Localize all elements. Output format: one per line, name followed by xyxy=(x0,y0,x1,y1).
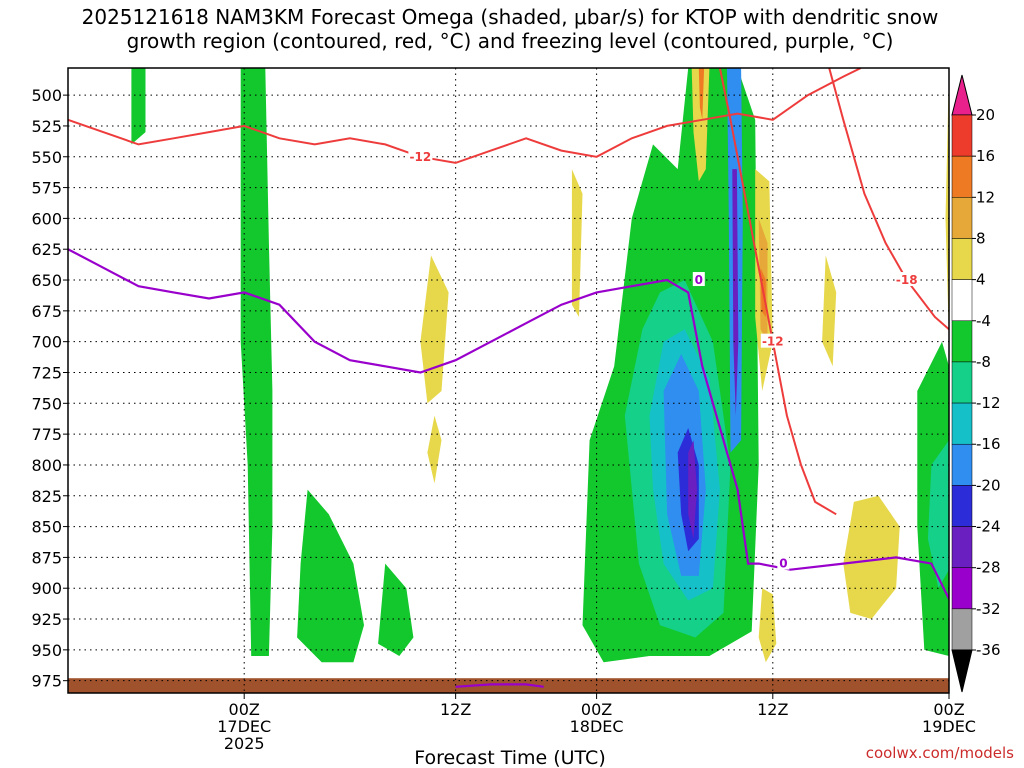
isotherm-label-bg-1 xyxy=(760,333,785,348)
terrain-band xyxy=(68,678,949,693)
x-tick-label-6-0: 12Z xyxy=(440,700,471,719)
omega-region-teal-late xyxy=(927,440,949,589)
x-tick-label-15-0: 12Z xyxy=(757,700,788,719)
x-tick-label-0-0: 00Z xyxy=(229,700,260,719)
freezing-label-bg-1 xyxy=(777,555,790,570)
x-tick-label-0-2: 2025 xyxy=(224,734,265,753)
omega-region-green-early-column xyxy=(240,68,273,656)
x-tick-label-10-0: 00Z xyxy=(581,700,612,719)
colorbar-label--36: -36 xyxy=(976,641,1001,659)
omega-region-yellow-top-a xyxy=(691,68,710,182)
y-tick-label-750: 750 xyxy=(31,394,62,413)
y-tick-label-725: 725 xyxy=(31,363,62,382)
isotherm-label-2: -18 xyxy=(896,273,918,287)
colorbar-seg--16 xyxy=(951,402,973,445)
x-tick-label-20-0: 00Z xyxy=(933,700,964,719)
y-tick-label-625: 625 xyxy=(31,240,62,259)
colorbar-seg--20 xyxy=(951,443,973,486)
colorbar-label-20: 20 xyxy=(976,106,995,124)
y-tick-label-675: 675 xyxy=(31,302,62,321)
isotherm-label-0: -12 xyxy=(410,150,432,164)
omega-region-yellow-late xyxy=(945,68,949,342)
colorbar-seg--32 xyxy=(951,567,973,610)
freezing-level-line xyxy=(68,248,949,602)
omega-region-yellow-small xyxy=(427,415,442,484)
plot-background xyxy=(68,68,949,693)
y-tick-label-975: 975 xyxy=(31,672,62,691)
x-axis-label: Forecast Time (UTC) xyxy=(414,747,605,768)
colorbar-label--32: -32 xyxy=(976,600,1001,618)
credit-text: coolwx.com/models xyxy=(866,744,1014,762)
colorbar: 20 16 12 8 4 -4 -8 -12 -16 -20 -24 -28 -32 -36 xyxy=(951,74,1001,693)
omega-region-green-lower-left xyxy=(297,489,364,663)
colorbar-bottom-arrow xyxy=(951,649,973,693)
colorbar-label--4: -4 xyxy=(976,312,991,330)
x-tick-label-10-1: 18DEC xyxy=(570,717,624,736)
colorbar-label-8: 8 xyxy=(976,229,986,247)
contour-lines: -12 -12 -18 0 0 xyxy=(68,68,949,688)
colorbar-seg-8 xyxy=(951,197,973,239)
y-tick-label-575: 575 xyxy=(31,179,62,198)
omega-region-purple-column xyxy=(732,169,739,416)
freezing-label-1: 0 xyxy=(779,557,787,571)
colorbar-seg-4 xyxy=(951,238,973,280)
y-axis-ticks: 500 525 550 575 600 625 650 675 700 725 750 775 800 8… xyxy=(31,86,68,691)
isotherm-label-bg-0 xyxy=(408,148,433,163)
chart-title-line2: growth region (contoured, red, °C) and f… xyxy=(127,29,894,53)
y-tick-label-925: 925 xyxy=(31,610,62,629)
colorbar-seg--36 xyxy=(951,608,973,651)
y-tick-label-825: 825 xyxy=(31,487,62,506)
y-tick-label-875: 875 xyxy=(31,548,62,567)
omega-region-green-mid-low xyxy=(378,563,414,656)
colorbar-label--24: -24 xyxy=(976,518,1001,536)
colorbar-seg--12 xyxy=(951,361,973,404)
freezing-level-bottom-line xyxy=(455,683,544,688)
colorbar-seg-12 xyxy=(951,155,973,198)
colorbar-label-12: 12 xyxy=(976,188,995,206)
y-tick-label-800: 800 xyxy=(31,456,62,475)
y-tick-label-900: 900 xyxy=(31,579,62,598)
y-tick-label-550: 550 xyxy=(31,148,62,167)
freezing-label-bg-0 xyxy=(692,272,705,287)
y-tick-label-775: 775 xyxy=(31,425,62,444)
colorbar-label--20: -20 xyxy=(976,476,1001,494)
isotherm-label-bg-2 xyxy=(894,272,919,287)
omega-region-yellow-early xyxy=(420,255,449,404)
y-tick-label-650: 650 xyxy=(31,271,62,290)
colorbar-seg-16 xyxy=(951,114,973,157)
y-tick-label-500: 500 xyxy=(31,86,62,105)
colorbar-seg--8 xyxy=(951,320,973,363)
colorbar-label--8: -8 xyxy=(976,353,991,371)
colorbar-seg--4 xyxy=(951,279,973,322)
y-tick-label-525: 525 xyxy=(31,117,62,136)
omega-region-yellow-lower-small xyxy=(758,588,777,663)
plot-frame xyxy=(67,67,950,694)
colorbar-seg--24 xyxy=(951,485,973,527)
isotherm-red-0 xyxy=(68,68,862,164)
omega-region-green-left-edge xyxy=(131,68,146,145)
isotherm-red-2 xyxy=(828,68,949,331)
colorbar-label-4: 4 xyxy=(976,271,986,289)
freezing-label-0: 0 xyxy=(695,273,703,287)
y-tick-label-700: 700 xyxy=(31,333,62,352)
colorbar-label--28: -28 xyxy=(976,559,1001,577)
terrain-layer xyxy=(68,678,949,693)
colorbar-label--16: -16 xyxy=(976,435,1001,453)
gridlines xyxy=(68,68,950,693)
chart-title-line1: 2025121618 NAM3KM Forecast Omega (shaded… xyxy=(82,5,939,29)
x-tick-label-20-1: 19DEC xyxy=(922,717,976,736)
y-tick-label-600: 600 xyxy=(31,209,62,228)
omega-region-red-streak-a xyxy=(698,68,705,120)
x-tick-label-0-1: 17DEC xyxy=(217,717,271,736)
colorbar-top-arrow xyxy=(951,74,973,116)
colorbar-label-16: 16 xyxy=(976,147,995,165)
y-tick-label-850: 850 xyxy=(31,518,62,537)
isotherm-label-1: -12 xyxy=(762,335,784,349)
colorbar-seg--28 xyxy=(951,526,973,568)
omega-region-yellow-mid xyxy=(822,255,837,367)
y-tick-label-950: 950 xyxy=(31,641,62,660)
colorbar-label--12: -12 xyxy=(976,394,1001,412)
